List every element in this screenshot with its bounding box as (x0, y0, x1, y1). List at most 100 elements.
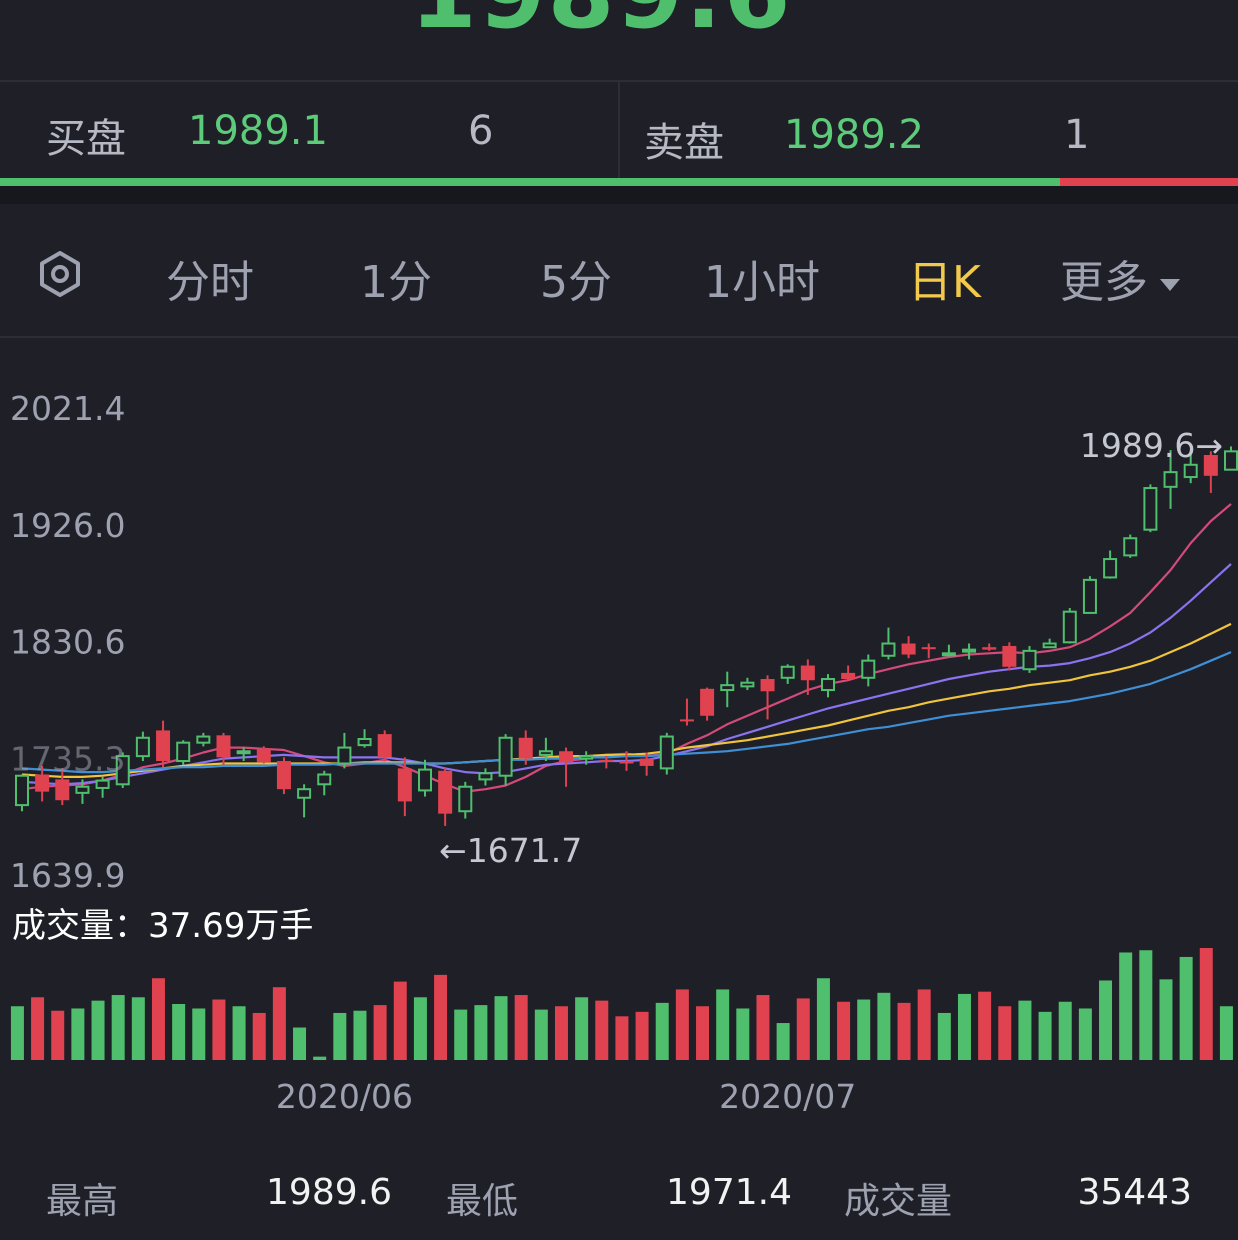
candle-body (236, 750, 251, 755)
candle-body (518, 737, 533, 759)
volume-bar (413, 997, 427, 1060)
tab-5min[interactable]: 5分 (540, 257, 612, 308)
candle-body (1082, 578, 1097, 614)
sell-ratio-fill (1059, 178, 1238, 186)
candle-body (256, 748, 271, 763)
candle-body (861, 659, 876, 679)
volume-bar (252, 1012, 266, 1060)
candle-body (780, 665, 795, 679)
candle-body (559, 751, 574, 763)
volume-bar (1058, 1001, 1072, 1060)
candle-body (1042, 642, 1057, 649)
candle-body (1163, 471, 1178, 488)
ask-price: 1989.2 (784, 112, 924, 158)
candle-body (538, 750, 553, 756)
candle-body (276, 761, 291, 790)
candle-body (35, 774, 50, 792)
divider (0, 80, 1238, 82)
candle-body (15, 774, 29, 807)
candle-body (1143, 487, 1158, 531)
volume-bar (534, 1009, 548, 1060)
candle-body (55, 779, 70, 801)
volume-bar (151, 978, 165, 1060)
candle-body (579, 755, 594, 760)
candle-body (196, 735, 211, 744)
stat-volume-value: 35443 (1077, 1172, 1192, 1213)
candle-body (135, 736, 150, 758)
candle-body (619, 761, 634, 764)
bid-panel: 买盘 1989.1 6 (0, 82, 620, 178)
candle-body (95, 779, 110, 789)
volume-bar (837, 1001, 851, 1060)
volume-bar (957, 993, 971, 1060)
kline-chart[interactable]: 2021.4 1926.0 1830.6 1735.3 1639.9 1989.6→ ←16… (0, 338, 1238, 1138)
price-header: 1989.6 (0, 0, 1238, 80)
candle-body (1103, 558, 1118, 579)
volume-bar (917, 989, 931, 1060)
ask-qty: 1 (1064, 112, 1090, 158)
y-axis-label: 1830.6 (10, 623, 125, 662)
volume-bar (877, 992, 891, 1060)
stat-high-label: 最高 (46, 1181, 119, 1222)
candle-body (418, 768, 432, 792)
volume-bar (51, 1010, 65, 1060)
volume-bar (1018, 1000, 1032, 1060)
volume-bar (756, 995, 770, 1060)
volume-bar (373, 1005, 387, 1060)
volume-bar (635, 1011, 649, 1060)
tab-1min[interactable]: 1分 (360, 257, 432, 308)
candle-body (901, 643, 916, 655)
tab-more[interactable]: 更多 (1060, 246, 1180, 310)
settings-hexagon-icon[interactable] (36, 250, 84, 298)
tab-more-label: 更多 (1060, 257, 1148, 308)
volume-bar (1159, 979, 1173, 1060)
caret-down-icon (1160, 279, 1180, 291)
volume-bar (1179, 956, 1193, 1060)
volume-bar (655, 1002, 669, 1060)
ask-label: 卖盘 (644, 120, 724, 166)
volume-bar (454, 1009, 468, 1060)
candle-body (841, 672, 856, 680)
volume-bar (494, 996, 508, 1060)
volume-bar (554, 1006, 568, 1060)
volume-bar (937, 1012, 951, 1060)
tab-1hour[interactable]: 1小时 (704, 257, 820, 308)
candle-body (297, 788, 312, 799)
candle-body (478, 772, 493, 781)
candle-body (740, 681, 755, 688)
volume-bar (71, 1008, 85, 1060)
volume-bar (232, 1006, 246, 1060)
volume-bar (615, 1016, 629, 1060)
stat-volume-label: 成交量 (844, 1181, 953, 1222)
candle-body (599, 759, 614, 762)
section-gap (0, 186, 1238, 204)
candle-body (800, 665, 815, 681)
volume-bar (736, 1008, 750, 1060)
volume-bar (1099, 980, 1113, 1060)
candle-body (1123, 537, 1138, 557)
tab-daily-k[interactable]: 日K (908, 257, 981, 308)
volume-bar (172, 1004, 186, 1060)
bid-qty: 6 (468, 108, 494, 154)
candle-body (982, 647, 997, 650)
price-annotation: 1989.6→ (1080, 426, 1223, 465)
volume-bar (696, 1006, 710, 1060)
y-axis-label: 2021.4 (10, 389, 125, 428)
candle-body (498, 736, 513, 777)
volume-bar (595, 1000, 609, 1060)
candle-body (377, 734, 392, 758)
volume-bar (434, 974, 448, 1060)
candle-body (438, 770, 453, 814)
candle-body (176, 741, 191, 763)
volume-bar (716, 989, 730, 1060)
candle-body (1022, 649, 1037, 671)
buy-ratio-fill (0, 178, 1060, 186)
candle-body (1224, 450, 1238, 471)
volume-bar (333, 1012, 347, 1060)
volume-bar (111, 995, 125, 1060)
stat-high-value: 1989.6 (266, 1172, 392, 1213)
price-annotation: ←1671.7 (439, 831, 582, 870)
candle-body (1183, 463, 1198, 479)
tab-fenshi[interactable]: 分时 (166, 257, 254, 308)
candle-body (881, 642, 896, 657)
